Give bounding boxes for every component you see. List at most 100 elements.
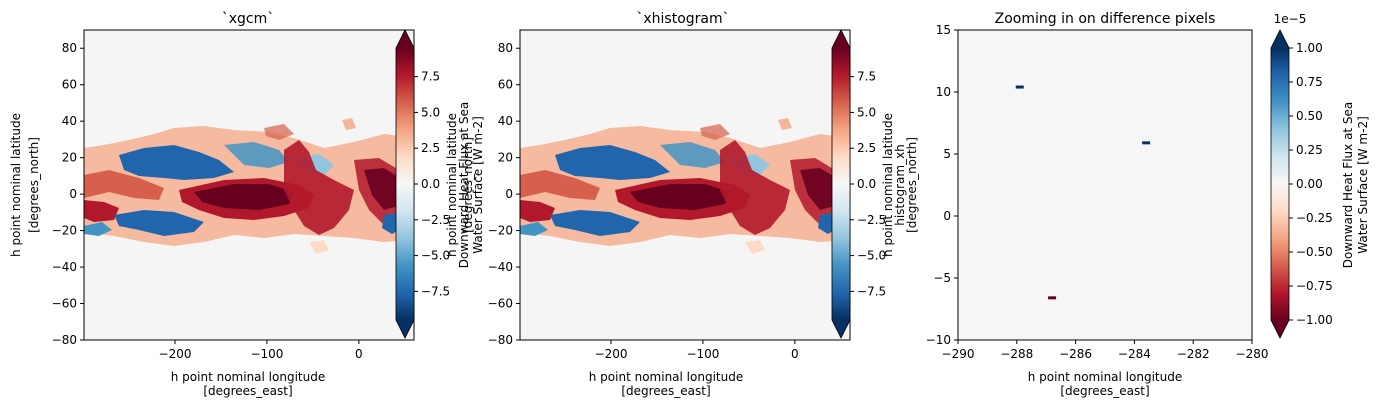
colorbar-label-overlap-4: [degrees_north] — [461, 137, 475, 233]
colorbar-tick-label: 0.75 — [1296, 75, 1323, 89]
heatmap-field — [520, 30, 850, 340]
colorbar-ticks: −7.5 −5.0 −2.5 0.0 2.5 5.0 7.5 — [850, 70, 886, 298]
x-tick-label: −100 — [250, 347, 283, 361]
y-tick-label: −80 — [52, 333, 77, 347]
plot-frame — [957, 29, 1253, 341]
y-tick-label: 0 — [505, 187, 513, 201]
chart-title: `xhistogram` — [636, 11, 729, 27]
panel-xgcm: `xgcm` −80 −60 −40 −200 20 40 60 80 −200 −100 0 h… — [9, 11, 485, 398]
colorbar-tick-label: −2.5 — [421, 213, 450, 227]
colorbar-tick-label: 7.5 — [857, 70, 876, 84]
colorbar-label-overlap-1: h point nominal latitude — [881, 113, 895, 257]
x-tick-label: −282 — [1177, 347, 1210, 361]
y-tick-label: −80 — [488, 333, 513, 347]
y-tick-label: 80 — [498, 41, 513, 55]
colorbar-tick-label: 0.0 — [857, 177, 876, 191]
x-axis: −200 −100 0 — [159, 340, 363, 361]
chart-title: `xgcm` — [222, 11, 275, 27]
x-axis-label-units: [degrees_east] — [1060, 384, 1149, 398]
colorbar-gradient — [832, 48, 850, 320]
y-tick-label: −5 — [933, 271, 951, 285]
y-tick-label: −60 — [52, 297, 77, 311]
difference-pixels — [1015, 85, 1151, 300]
difference-pixel — [1015, 85, 1024, 89]
colorbar-label-overlap-2: Downward Heat Flux at Sea — [457, 102, 471, 269]
y-axis-label-units: [degrees_north] — [27, 137, 41, 233]
colorbar-tick-label: 0.0 — [421, 177, 440, 191]
colorbar-gradient — [396, 48, 414, 320]
y-tick-label: −10 — [926, 333, 951, 347]
colorbar: −7.5 −5.0 −2.5 0.0 2.5 5.0 7.5 h point nominal… — [395, 29, 485, 339]
x-tick-label: −284 — [1118, 347, 1151, 361]
colorbar-tick-label: 5.0 — [421, 105, 440, 119]
y-tick-label: 60 — [498, 78, 513, 92]
colorbar-tick-label: 0.00 — [1296, 177, 1323, 191]
colorbar-extend-bottom — [1271, 320, 1289, 338]
colorbar-extend-top — [1271, 30, 1289, 48]
difference-pixel — [1048, 296, 1057, 300]
x-axis-label-units: [degrees_east] — [203, 384, 292, 398]
panel-xhistogram: `xhistogram` −80 −60 −40 −20 0 20 40 60 80 −20 0 −… — [488, 11, 919, 398]
colorbar-offset-text: 1e−5 — [1274, 12, 1307, 26]
x-tick-label: −288 — [1000, 347, 1033, 361]
colorbar-tick-label: −2.5 — [857, 213, 886, 227]
y-axis: −80 −60 −40 −20 0 20 40 60 80 — [52, 41, 84, 347]
colorbar-label-line1: Downward Heat Flux at Sea — [1341, 102, 1355, 269]
x-axis: −290 −288 −286 −284 −282 −280 — [942, 340, 1268, 361]
y-tick-label: 40 — [498, 114, 513, 128]
colorbar-tick-label: 2.5 — [421, 141, 440, 155]
x-tick-label: −100 — [686, 347, 719, 361]
colorbar-label-overlap-1: h point nominal latitude — [445, 113, 459, 257]
x-axis-label-units: [degrees_east] — [621, 384, 710, 398]
colorbar-tick-label: 0.25 — [1296, 143, 1323, 157]
y-tick-label: −60 — [488, 297, 513, 311]
y-tick-label: 80 — [62, 41, 77, 55]
heatmap-field — [84, 30, 414, 340]
chart-title: Zooming in on difference pixels — [995, 11, 1216, 27]
colorbar-tick-label: −5.0 — [421, 249, 450, 263]
colorbar-tick-label: 2.5 — [857, 141, 876, 155]
x-tick-label: −286 — [1059, 347, 1092, 361]
y-tick-label: 40 — [62, 114, 77, 128]
y-tick-label: −40 — [488, 260, 513, 274]
y-tick-label: 60 — [62, 78, 77, 92]
colorbar-tick-label: 5.0 — [857, 105, 876, 119]
y-tick-label: 0 — [943, 209, 951, 223]
colorbar-ticks: −1.00 −0.75 −0.50 −0.25 0.00 0.25 0.50 0.75 1.00 — [1289, 41, 1333, 327]
colorbar-tick-label: −0.25 — [1296, 211, 1333, 225]
colorbar-extend-bottom — [832, 320, 850, 338]
colorbar-label-overlap-2: histogram_xh — [893, 144, 907, 226]
y-tick-label: 15 — [936, 23, 951, 37]
y-axis-label: h point nominal latitude — [9, 113, 23, 257]
y-tick-label: −40 — [52, 260, 77, 274]
x-axis: −200 −100 0 — [595, 340, 799, 361]
colorbar-gradient — [1271, 48, 1289, 320]
x-tick-label: 0 — [791, 347, 799, 361]
x-tick-label: −200 — [159, 347, 192, 361]
colorbar-tick-label: −0.50 — [1296, 245, 1333, 259]
y-tick-label: −20 — [488, 224, 513, 238]
colorbar: −7.5 −5.0 −2.5 0.0 2.5 5.0 7.5 h point nominal… — [831, 29, 919, 339]
colorbar-tick-label: −7.5 — [857, 284, 886, 298]
colorbar-label-overlap-3: Water Surface [W m-2] — [471, 116, 485, 254]
colorbar-tick-label: 7.5 — [421, 70, 440, 84]
colorbar-extend-bottom — [396, 320, 414, 338]
y-tick-label: 0 — [69, 187, 77, 201]
colorbar-tick-label: −0.75 — [1296, 279, 1333, 293]
colorbar-label-line2: Water Surface [W m-2] — [1356, 116, 1370, 254]
plot-background — [958, 30, 1252, 340]
colorbar-label-overlap-3: [degrees_north] — [905, 137, 919, 233]
colorbar-extend-top — [832, 30, 850, 48]
x-tick-label: 0 — [355, 347, 363, 361]
y-tick-label: 20 — [498, 151, 513, 165]
x-axis-label: h point nominal longitude — [171, 370, 325, 384]
y-axis: −80 −60 −40 −20 0 20 40 60 80 — [488, 41, 520, 347]
colorbar-extend-top — [396, 30, 414, 48]
colorbar-tick-label: 1.00 — [1296, 41, 1323, 55]
x-tick-label: −290 — [942, 347, 975, 361]
x-axis-label: h point nominal longitude — [589, 370, 743, 384]
y-tick-label: 20 — [62, 151, 77, 165]
colorbar-tick-label: −5.0 — [857, 249, 886, 263]
y-tick-label: 10 — [936, 85, 951, 99]
